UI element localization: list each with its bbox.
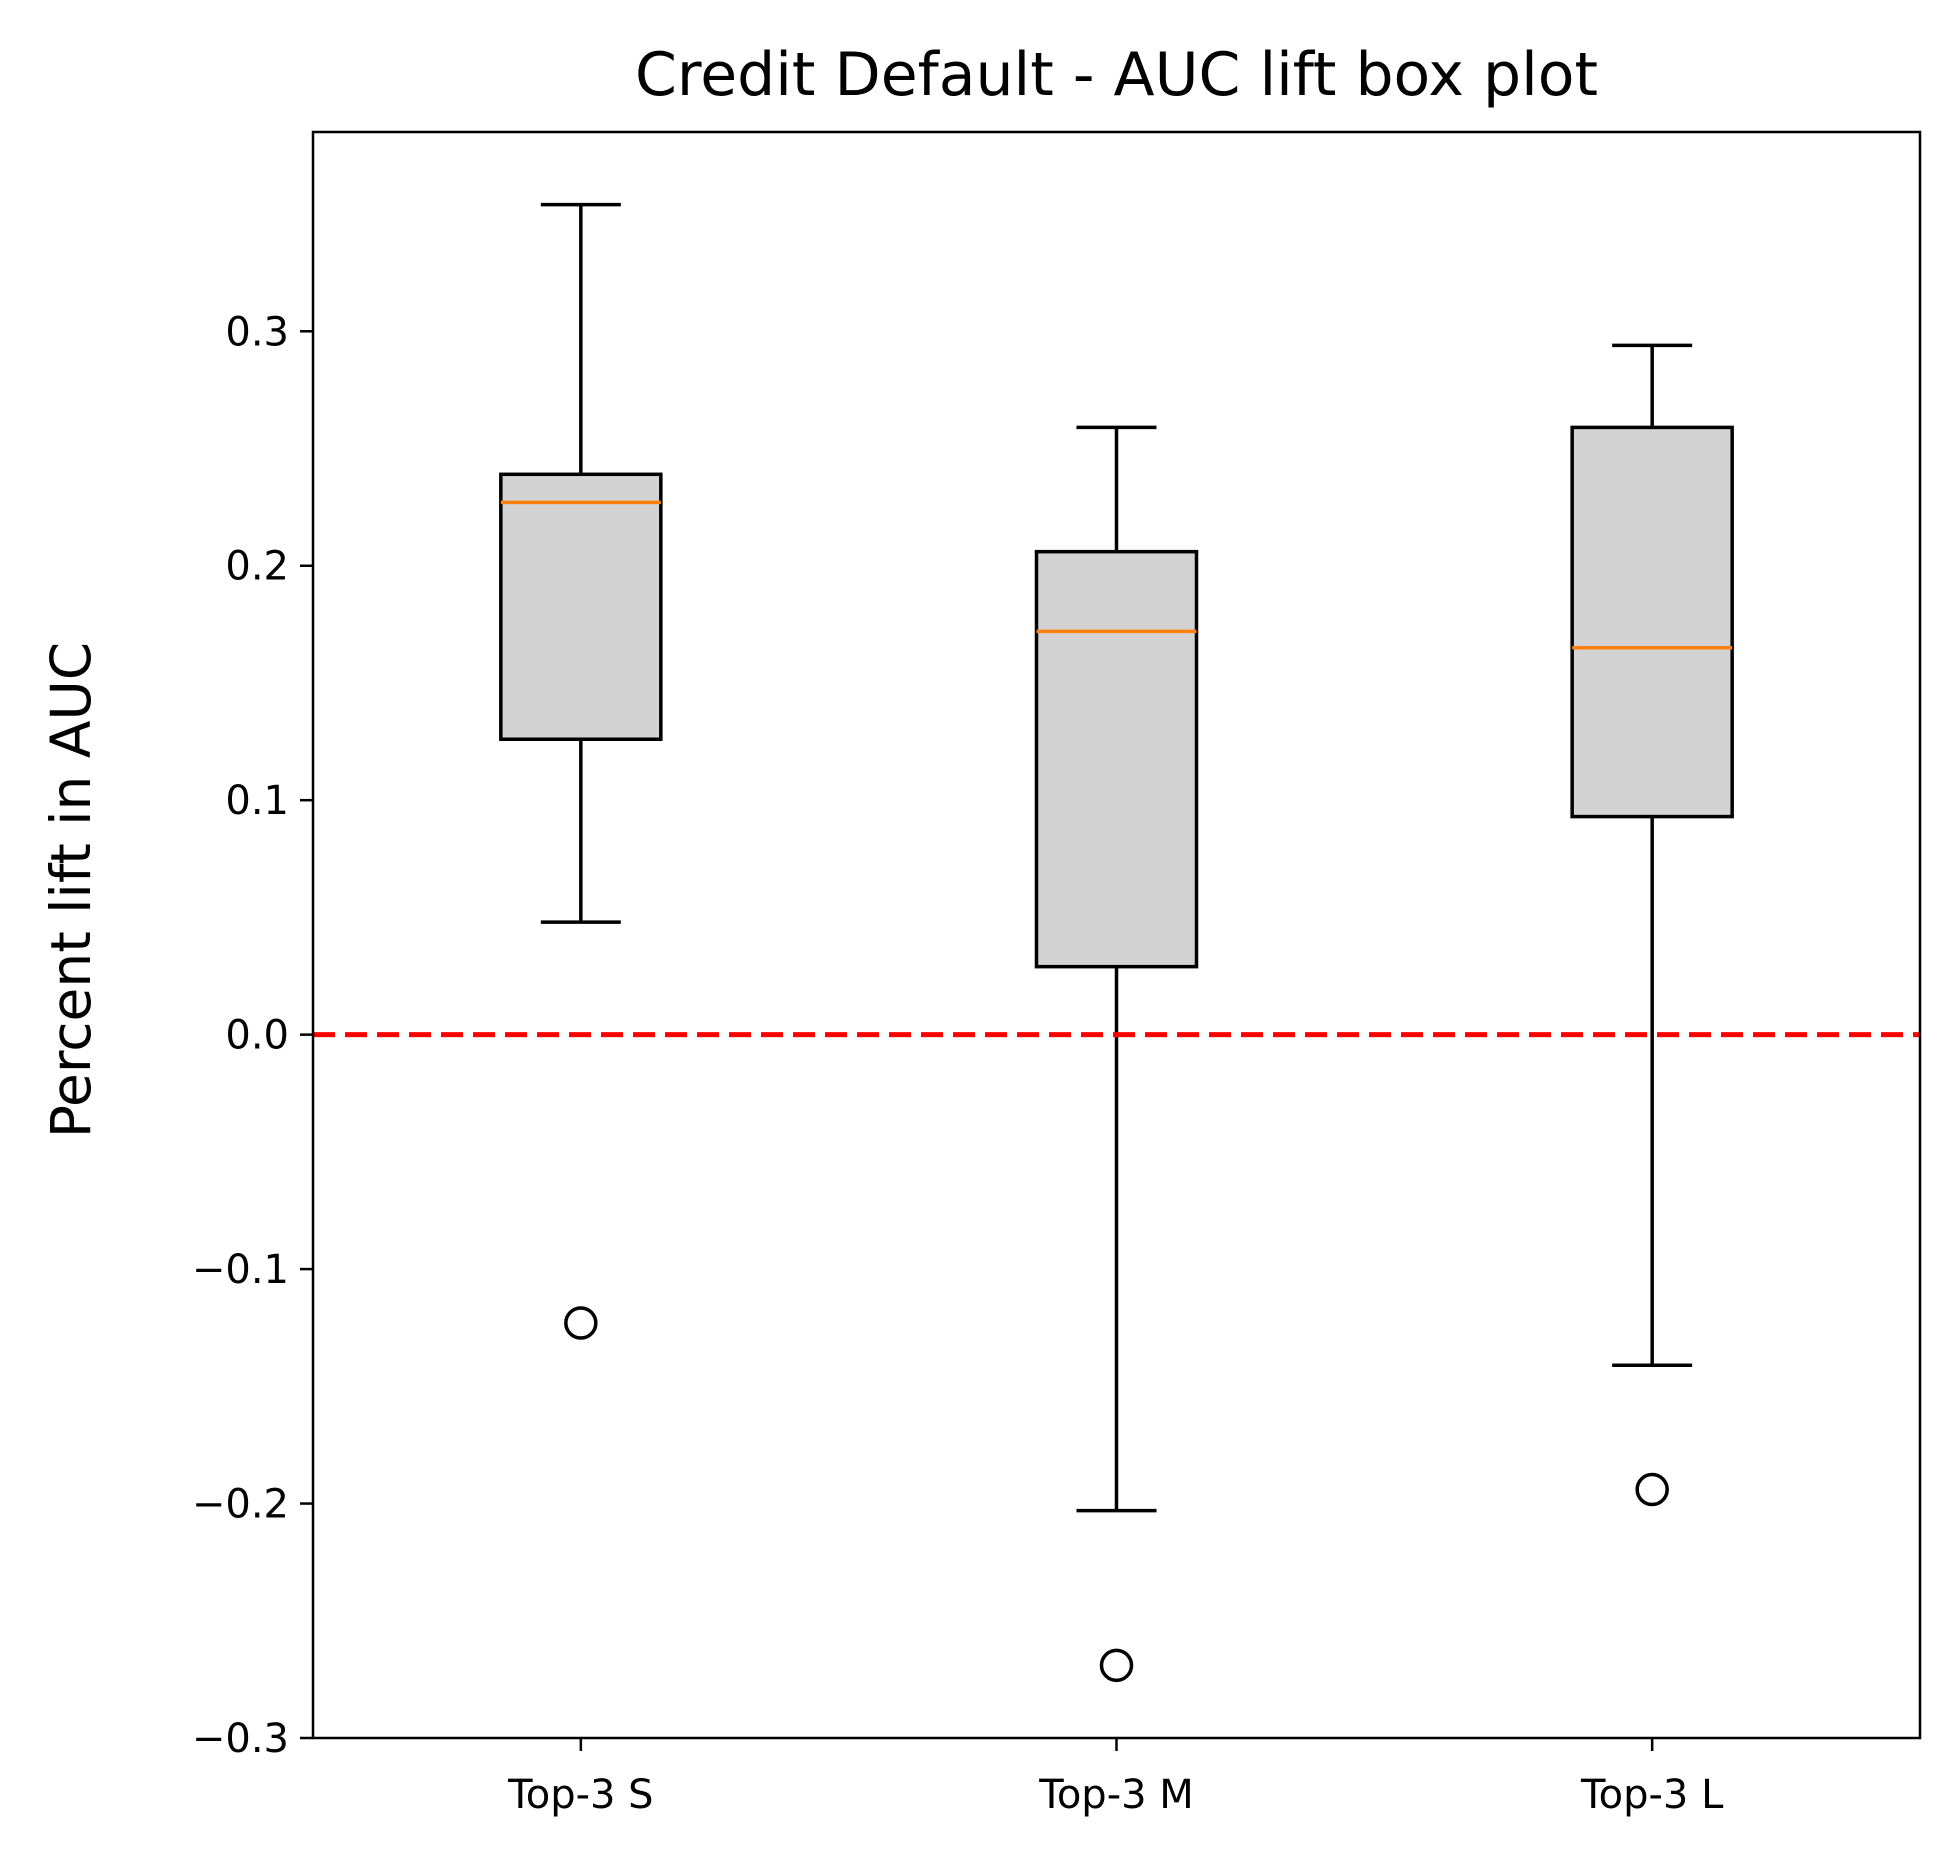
- y-tick-label: 0.2: [225, 544, 289, 590]
- iqr-box: [499, 472, 663, 741]
- y-tick-label: 0.3: [225, 309, 289, 355]
- x-tick-label: Top-3 L: [1580, 1772, 1724, 1818]
- outlier-point: [1099, 1648, 1134, 1683]
- y-tick-label: 0.1: [225, 778, 289, 824]
- outlier-point: [1635, 1472, 1669, 1507]
- y-tick-label: −0.1: [192, 1247, 289, 1293]
- y-tick-label: 0.0: [225, 1013, 289, 1059]
- box-group-1: [499, 202, 663, 1340]
- y-tick-label: −0.2: [192, 1482, 289, 1528]
- box-group-3: [1570, 343, 1734, 1507]
- x-tick-label: Top-3 S: [507, 1772, 654, 1818]
- iqr-box: [1034, 549, 1199, 969]
- y-tick-label: −0.3: [192, 1716, 289, 1762]
- x-tick-label: Top-3 M: [1038, 1772, 1194, 1818]
- outlier-point: [564, 1306, 598, 1340]
- box-group-2: [1034, 425, 1199, 1683]
- y-axis-label: Percent lift in AUC: [39, 642, 103, 1138]
- axes-frame: [311, 130, 1922, 1740]
- chart-title: Credit Default - AUC lift box plot: [635, 40, 1598, 110]
- iqr-box: [1570, 425, 1734, 819]
- plot-area: −0.3 −0.2 −0.1 0.0 0.1 0.2 0.3 Top-3 S Top-3 M To…: [192, 130, 1922, 1818]
